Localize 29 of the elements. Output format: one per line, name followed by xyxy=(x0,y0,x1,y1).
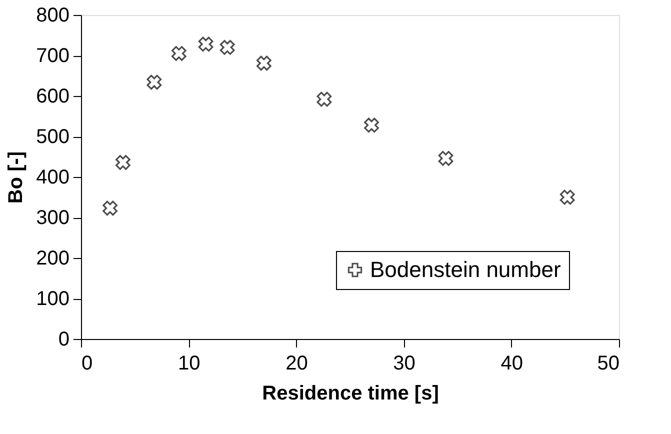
y-tick-label: 500 xyxy=(36,126,70,148)
point xyxy=(256,56,272,71)
point xyxy=(364,118,379,133)
x-tick-label: 50 xyxy=(597,352,620,374)
point xyxy=(316,92,332,107)
point xyxy=(438,150,454,166)
point xyxy=(146,74,162,90)
point xyxy=(102,200,118,216)
point xyxy=(560,190,575,205)
y-tick-label: 400 xyxy=(36,166,70,188)
x-tick-label: 0 xyxy=(82,352,93,374)
y-tick-label: 800 xyxy=(36,4,70,26)
y-tick-label: 0 xyxy=(58,328,70,350)
y-tick-label: 300 xyxy=(36,207,70,229)
x-tick-label: 40 xyxy=(500,352,524,374)
point xyxy=(220,40,235,55)
y-tick-label: 700 xyxy=(36,45,70,67)
y-tick-label: 100 xyxy=(36,288,70,310)
x-tick-label: 30 xyxy=(393,352,416,374)
x-tick-label: 10 xyxy=(178,352,200,374)
y-axis-title: Bo [-] xyxy=(5,151,28,204)
x-tick-label: 20 xyxy=(286,352,308,374)
point xyxy=(171,46,186,61)
point xyxy=(116,154,130,170)
point xyxy=(198,36,214,52)
legend-label: Bodenstein number xyxy=(370,257,561,282)
y-tick-label: 600 xyxy=(36,86,70,108)
y-tick-label: 200 xyxy=(36,248,70,270)
x-axis-title: Residence time [s] xyxy=(262,382,439,404)
